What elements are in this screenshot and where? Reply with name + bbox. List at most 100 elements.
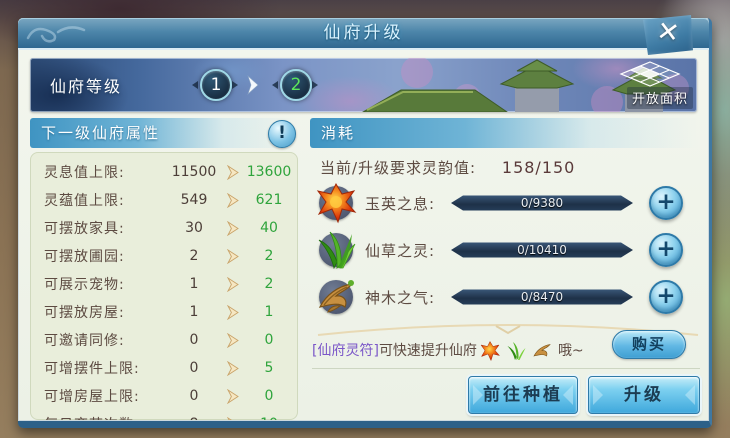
attributes-panel-header: 下一级仙府属性 ! [30,118,298,148]
attribute-row: 可增摆件上限: 0 5 [30,354,298,382]
attribute-label: 每日育苗次数: [44,414,168,420]
level-bracket-icon [232,81,238,89]
button-chevron-icon [685,385,695,405]
resource-row: 仙草之灵: 0/10410 + [314,227,706,273]
level-banner: 仙府等级 1 2 开放面积 [30,58,697,112]
add-resource-button[interactable]: + [649,233,683,267]
attribute-next-value: 0 [264,388,274,404]
attribute-label: 可摆放家具: [44,221,125,237]
flower-icon [314,181,358,225]
grass-mini-icon [507,342,526,360]
attribute-label: 可摆放房屋: [44,305,125,321]
add-resource-button[interactable]: + [649,186,683,220]
upgrade-arrow-icon [220,276,246,292]
level-bar-label: 仙府等级 [50,77,123,96]
resource-row: 神木之气: 0/8470 + [314,274,706,320]
flower-mini-icon [480,340,501,362]
attribute-current-value: 549 [180,192,208,208]
attribute-current-value: 2 [189,248,199,264]
attribute-label: 灵蕴值上限: [44,193,125,209]
attribute-next-value: 40 [260,220,278,236]
attribute-label: 可增房屋上限: [44,389,140,405]
talisman-link[interactable]: [仙府灵符] [312,343,379,359]
resource-progressbar: 0/8470 [451,289,633,306]
attribute-current-value: 11500 [171,164,217,180]
attribute-row: 可邀请同修: 0 0 [30,326,298,354]
attribute-current-value: 1 [189,304,199,320]
next-level-badge: 2 [280,69,312,101]
attribute-next-value: 2 [264,248,274,264]
resource-progressbar: 0/9380 [451,195,633,212]
button-chevron-icon [473,385,483,405]
page-title: 仙府升级 [323,23,404,43]
button-chevron-icon [563,385,573,405]
requirement-line: 当前/升级要求灵韵值: 158/150 [320,157,575,178]
button-chevron-icon [593,385,603,405]
attribute-row: 可增房屋上限: 0 0 [30,382,298,410]
upgrade-label: 升级 [624,385,664,405]
attribute-row: 灵息值上限: 11500 13600 [30,158,298,186]
upgrade-arrow-icon [220,220,246,236]
attribute-current-value: 0 [189,332,199,348]
buy-button[interactable]: 购买 [612,330,686,359]
attribute-label: 可摆放圃园: [44,249,125,265]
attribute-next-value: 13600 [246,164,292,180]
upgrade-button[interactable]: 升级 [588,376,700,414]
level-bracket-icon [312,81,318,89]
attribute-current-value: 0 [189,360,199,376]
open-area-button[interactable]: 开放面积 [626,87,693,109]
attribute-row: 可摆放家具: 30 40 [30,214,298,242]
attribute-next-value: 2 [264,276,274,292]
level-bracket-icon [272,81,278,89]
footer-divider [312,368,700,369]
upgrade-arrow-icon [220,388,246,404]
attribute-next-value: 5 [264,360,274,376]
resource-progress-value: 0/8470 [520,289,564,304]
attribute-label: 可邀请同修: [44,333,125,349]
attribute-next-value: 10 [246,416,292,420]
grass-icon [314,228,358,272]
attribute-current-value: 30 [185,220,203,236]
attribute-current-value: 1 [189,276,199,292]
attributes-list: 灵息值上限: 11500 13600 灵蕴值上限: 549 621 可摆放家具:… [30,152,298,420]
attribute-label: 可增摆件上限: [44,361,140,377]
resource-progressbar: 0/10410 [451,242,633,259]
attribute-row: 灵蕴值上限: 549 621 [30,186,298,214]
add-resource-button[interactable]: + [649,280,683,314]
attribute-row: 可摆放圃园: 2 2 [30,242,298,270]
open-area-grid-icon [619,61,681,87]
upgrade-arrow-icon [220,248,246,264]
consume-panel-header: 消耗 [310,118,698,148]
resource-progress-value: 0/9380 [520,195,564,210]
tip-line: [仙府灵符] 可快速提升仙府 哦~ [312,337,584,363]
tip-text: 可快速提升仙府 [378,343,477,359]
attribute-row: 可展示宠物: 1 2 [30,270,298,298]
level-arrow-icon [247,75,259,95]
title-swirl-decoration [26,26,86,43]
resource-name: 神木之气: [365,288,436,307]
attributes-header-label: 下一级仙府属性 [41,124,161,142]
resource-row: 玉英之息: 0/9380 + [314,180,706,226]
upgrade-arrow-icon [220,360,246,376]
upgrade-arrow-icon [220,416,246,420]
attribute-next-value: 1 [264,304,274,320]
attribute-row: 可摆放房屋: 1 1 [30,298,298,326]
attribute-next-value: 621 [255,192,283,208]
close-button[interactable]: ✕ [643,15,693,55]
upgrade-arrow-icon [220,304,246,320]
close-icon: ✕ [654,15,682,50]
requirement-value: 158/150 [501,158,576,177]
resource-name: 仙草之灵: [365,241,436,260]
level-bracket-icon [192,81,198,89]
upgrade-arrow-icon [220,192,246,208]
info-button[interactable]: ! [268,120,296,148]
resource-progress-value: 0/10410 [517,242,567,257]
title-bar: 仙府升级 [18,18,709,50]
tip-suffix: 哦~ [557,343,584,359]
go-plant-label: 前往种植 [483,385,563,405]
exclamation-icon: ! [278,123,286,143]
resource-name: 玉英之息: [365,194,436,213]
requirement-label: 当前/升级要求灵韵值: [320,159,477,177]
attribute-label: 灵息值上限: [44,165,125,181]
go-plant-button[interactable]: 前往种植 [468,376,578,414]
